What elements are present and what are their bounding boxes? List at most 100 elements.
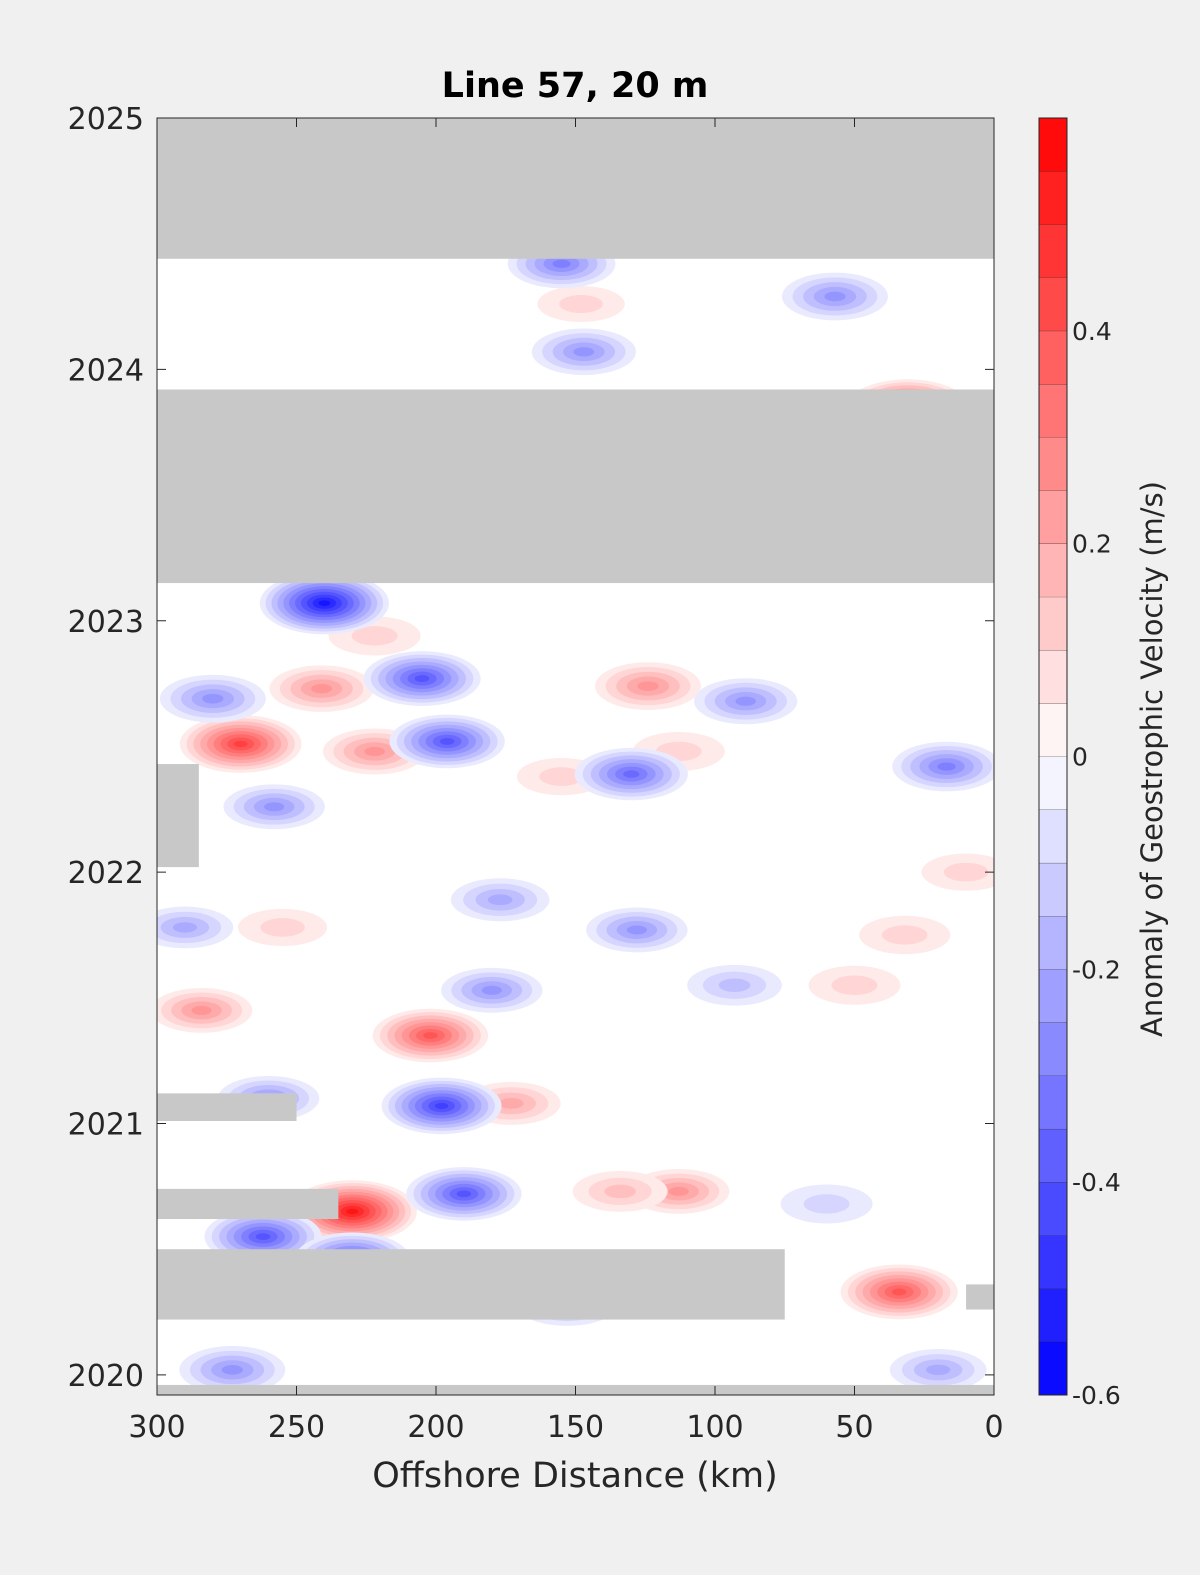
x-tick-label: 250 — [268, 1410, 325, 1445]
anomaly-feature — [574, 747, 688, 801]
plot-area — [157, 118, 994, 1395]
anomaly-feature — [259, 571, 389, 635]
anomaly-feature — [687, 964, 782, 1006]
x-axis-label: Offshore Distance (km) — [372, 1456, 778, 1496]
anomaly-contour-level — [481, 985, 502, 995]
colorbar-bin — [1039, 118, 1067, 172]
anomaly-contour-level — [264, 802, 285, 812]
colorbar-bin — [1039, 330, 1067, 385]
anomaly-contour-level — [926, 1364, 951, 1376]
x-tick-label: 300 — [128, 1410, 185, 1445]
anomaly-feature — [808, 965, 901, 1005]
anomaly-feature — [372, 1008, 489, 1063]
colorbar-bin — [1039, 437, 1067, 491]
colorbar-bin — [1039, 490, 1067, 544]
anomaly-contour-level — [937, 762, 956, 771]
anomaly-contour-level — [604, 1184, 636, 1199]
anomaly-contour-level — [573, 347, 595, 357]
colorbar-bin — [1039, 277, 1067, 331]
anomaly-contour-level — [943, 862, 989, 882]
anomaly-contour-level — [559, 295, 603, 314]
anomaly-feature — [595, 662, 702, 711]
anomaly-contour-level — [434, 1102, 449, 1110]
anomaly-contour-level — [456, 1190, 472, 1198]
colorbar-bin — [1039, 703, 1067, 757]
colorbar: -0.6 -0.4 -0.2 0 0.2 0.4 — [1038, 117, 1121, 1410]
anomaly-feature — [179, 715, 302, 773]
anomaly-contour-level — [803, 1194, 850, 1214]
anomaly-contour-level — [233, 740, 248, 748]
missing-data-region — [157, 118, 994, 259]
anomaly-contour-level — [487, 894, 513, 906]
anomaly-feature — [179, 1345, 286, 1394]
anomaly-contour-level — [439, 738, 455, 745]
colorbar-bin — [1039, 756, 1067, 810]
colorbar-bin — [1039, 1075, 1067, 1129]
anomaly-contour-level — [637, 681, 659, 691]
anomaly-contour-level — [668, 1186, 689, 1196]
y-tick-label: 2021 — [68, 1108, 144, 1143]
x-axis: 300 250 200 150 100 50 0 — [128, 118, 1004, 1445]
anomaly-feature — [859, 915, 951, 955]
anomaly-feature — [572, 1170, 668, 1212]
colorbar-bin — [1039, 1288, 1067, 1342]
anomaly-feature — [381, 1077, 502, 1135]
y-tick-label: 2023 — [68, 605, 144, 640]
anomaly-contour-level — [499, 1098, 524, 1109]
colorbar-bin — [1039, 384, 1067, 438]
colorbar-bin — [1039, 224, 1067, 278]
colorbar-frame — [1038, 117, 1068, 1396]
colorbar-bin — [1039, 596, 1067, 651]
colorbar-tick-label: 0 — [1072, 743, 1088, 772]
colorbar-bin — [1039, 809, 1067, 863]
anomaly-feature — [157, 987, 253, 1033]
anomaly-contour-level — [423, 1032, 438, 1039]
anomaly-feature — [450, 878, 550, 922]
anomaly-feature — [159, 674, 266, 723]
anomaly-feature — [406, 1167, 522, 1221]
colorbar-bin — [1039, 1235, 1067, 1289]
anomaly-contour-level — [202, 693, 224, 704]
anomaly-contour-level — [552, 259, 571, 268]
anomaly-contour-level — [891, 1288, 907, 1296]
anomaly-contour-level — [364, 746, 385, 757]
y-axis: 2020 2021 2022 2023 2024 2025 — [68, 102, 994, 1394]
colorbar-bin — [1039, 171, 1067, 225]
colorbar-bin — [1039, 543, 1067, 597]
anomaly-contour-level — [318, 600, 331, 606]
missing-data-region — [157, 1093, 297, 1121]
y-tick-label: 2024 — [68, 353, 144, 388]
missing-data-region — [966, 1284, 994, 1310]
anomaly-contour-level — [172, 922, 197, 933]
x-tick-label: 100 — [686, 1410, 743, 1445]
colorbar-tick-label: -0.4 — [1072, 1168, 1121, 1197]
anomaly-contour-level — [626, 925, 647, 935]
x-tick-label: 200 — [407, 1410, 464, 1445]
colorbar-bin — [1039, 650, 1067, 704]
anomaly-contour-level — [221, 1365, 243, 1375]
anomaly-contour-level — [351, 626, 398, 646]
anomaly-contour-level — [539, 767, 584, 786]
x-tick-label: 50 — [835, 1410, 873, 1445]
anomaly-feature — [237, 908, 328, 947]
missing-data-region — [157, 1188, 339, 1220]
anomaly-contour-level — [831, 975, 878, 995]
y-tick-label: 2020 — [68, 1359, 144, 1394]
anomaly-contour-level — [255, 1233, 271, 1241]
anomaly-contour-level — [346, 1208, 359, 1215]
anomaly-feature — [889, 1348, 987, 1391]
anomaly-feature — [441, 967, 543, 1013]
y-tick-label: 2022 — [68, 856, 144, 891]
missing-data-region — [157, 389, 994, 584]
anomaly-feature — [223, 784, 325, 830]
colorbar-bin — [1039, 862, 1067, 917]
anomaly-feature — [921, 853, 994, 891]
colorbar-label: Anomaly of Geostrophic Velocity (m/s) — [1135, 481, 1169, 1037]
anomaly-contour-level — [881, 925, 928, 945]
colorbar-bin — [1039, 1182, 1067, 1236]
anomaly-contour-level — [623, 770, 640, 778]
colorbar-bin — [1039, 969, 1067, 1023]
anomaly-feature — [840, 1264, 958, 1320]
chart-title: Line 57, 20 m — [442, 66, 709, 106]
